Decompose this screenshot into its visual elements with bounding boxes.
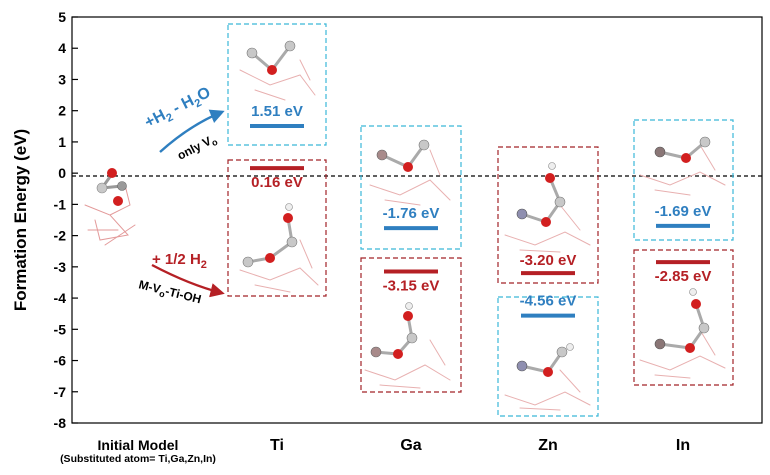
y-tick-label: -5 xyxy=(54,321,67,337)
energy-value-label: 1.51 eV xyxy=(251,103,303,120)
ti-blue-structure-box xyxy=(227,23,327,146)
in-blue-structure-box xyxy=(633,119,734,241)
svg-text:+H2 - H2O: +H2 - H2O xyxy=(142,84,215,134)
ga-red-structure xyxy=(364,302,451,389)
y-axis-label: Formation Energy (eV) xyxy=(11,129,30,311)
zn-blue-structure xyxy=(504,343,591,411)
energy-value-label: 0.16 eV xyxy=(251,174,303,191)
energy-value-label: -4.56 eV xyxy=(520,293,577,310)
ti-blue-structure xyxy=(239,40,316,101)
svg-text:+ 1/2 H2: + 1/2 H2 xyxy=(152,251,207,271)
x-category-label: Zn xyxy=(538,437,558,454)
molecule-sketches xyxy=(84,40,726,411)
y-tick-label: 5 xyxy=(58,9,66,25)
x-category-label: Ga xyxy=(400,437,421,454)
x-category-label: Ti xyxy=(270,437,284,454)
svg-text:M-Vo-Ti-OH: M-Vo-Ti-OH xyxy=(137,277,203,308)
ga-blue-structure xyxy=(369,139,451,206)
arrow-h2-minus-h2o-label: +H2 - H2O xyxy=(142,84,215,134)
y-axis-ticks: 5 4 3 2 1 0 -1 -2 -3 -4 -5 -6 -7 -8 xyxy=(54,9,78,431)
arrow-half-h2-label: + 1/2 H2 xyxy=(152,251,207,271)
ti-red-structure-box xyxy=(227,159,327,297)
arrow-m-vo-ti-oh-note: M-Vo-Ti-OH xyxy=(137,277,203,308)
ga-blue-structure-box xyxy=(360,125,462,250)
energy-value-label: -1.76 eV xyxy=(383,205,440,222)
y-tick-label: -2 xyxy=(54,228,67,244)
y-tick-label: 4 xyxy=(58,40,66,56)
energy-value-label: -3.15 eV xyxy=(383,278,440,295)
svg-text:only Vo: only Vo xyxy=(175,131,220,164)
category-note: (Substituted atom= Ti,Ga,Zn,In) xyxy=(60,453,216,465)
energy-value-label: -3.20 eV xyxy=(520,252,577,269)
x-category-label: In xyxy=(676,437,690,454)
plot-frame xyxy=(71,16,763,424)
y-tick-label: 2 xyxy=(58,103,66,119)
y-tick-label: -4 xyxy=(54,290,67,306)
y-tick-label: -3 xyxy=(54,259,67,275)
y-tick-label: -8 xyxy=(54,415,67,431)
zn-red-structure xyxy=(504,162,591,253)
in-blue-structure xyxy=(639,136,726,196)
y-tick-label: -1 xyxy=(54,196,67,212)
in-red-structure-box xyxy=(633,249,734,386)
zn-red-structure-box xyxy=(497,146,599,284)
in-red-structure xyxy=(639,288,726,379)
x-category-label: Initial Model xyxy=(98,437,179,453)
y-tick-label: -6 xyxy=(54,353,67,369)
ga-red-structure-box xyxy=(360,257,462,393)
y-tick-label: 1 xyxy=(58,134,66,150)
zn-blue-structure-box xyxy=(497,296,599,417)
energy-value-label: -2.85 eV xyxy=(655,268,712,285)
arrow-half-h2 xyxy=(151,263,225,298)
y-tick-label: -7 xyxy=(54,384,67,400)
y-tick-label: 3 xyxy=(58,71,66,87)
energy-value-label: -1.69 eV xyxy=(655,203,712,220)
arrow-only-vo-note: only Vo xyxy=(175,131,220,164)
y-tick-label: 0 xyxy=(58,165,66,181)
arrow-h2-minus-h2o xyxy=(159,109,225,153)
ti-red-structure xyxy=(239,203,319,293)
initial-model-structure xyxy=(84,168,136,246)
